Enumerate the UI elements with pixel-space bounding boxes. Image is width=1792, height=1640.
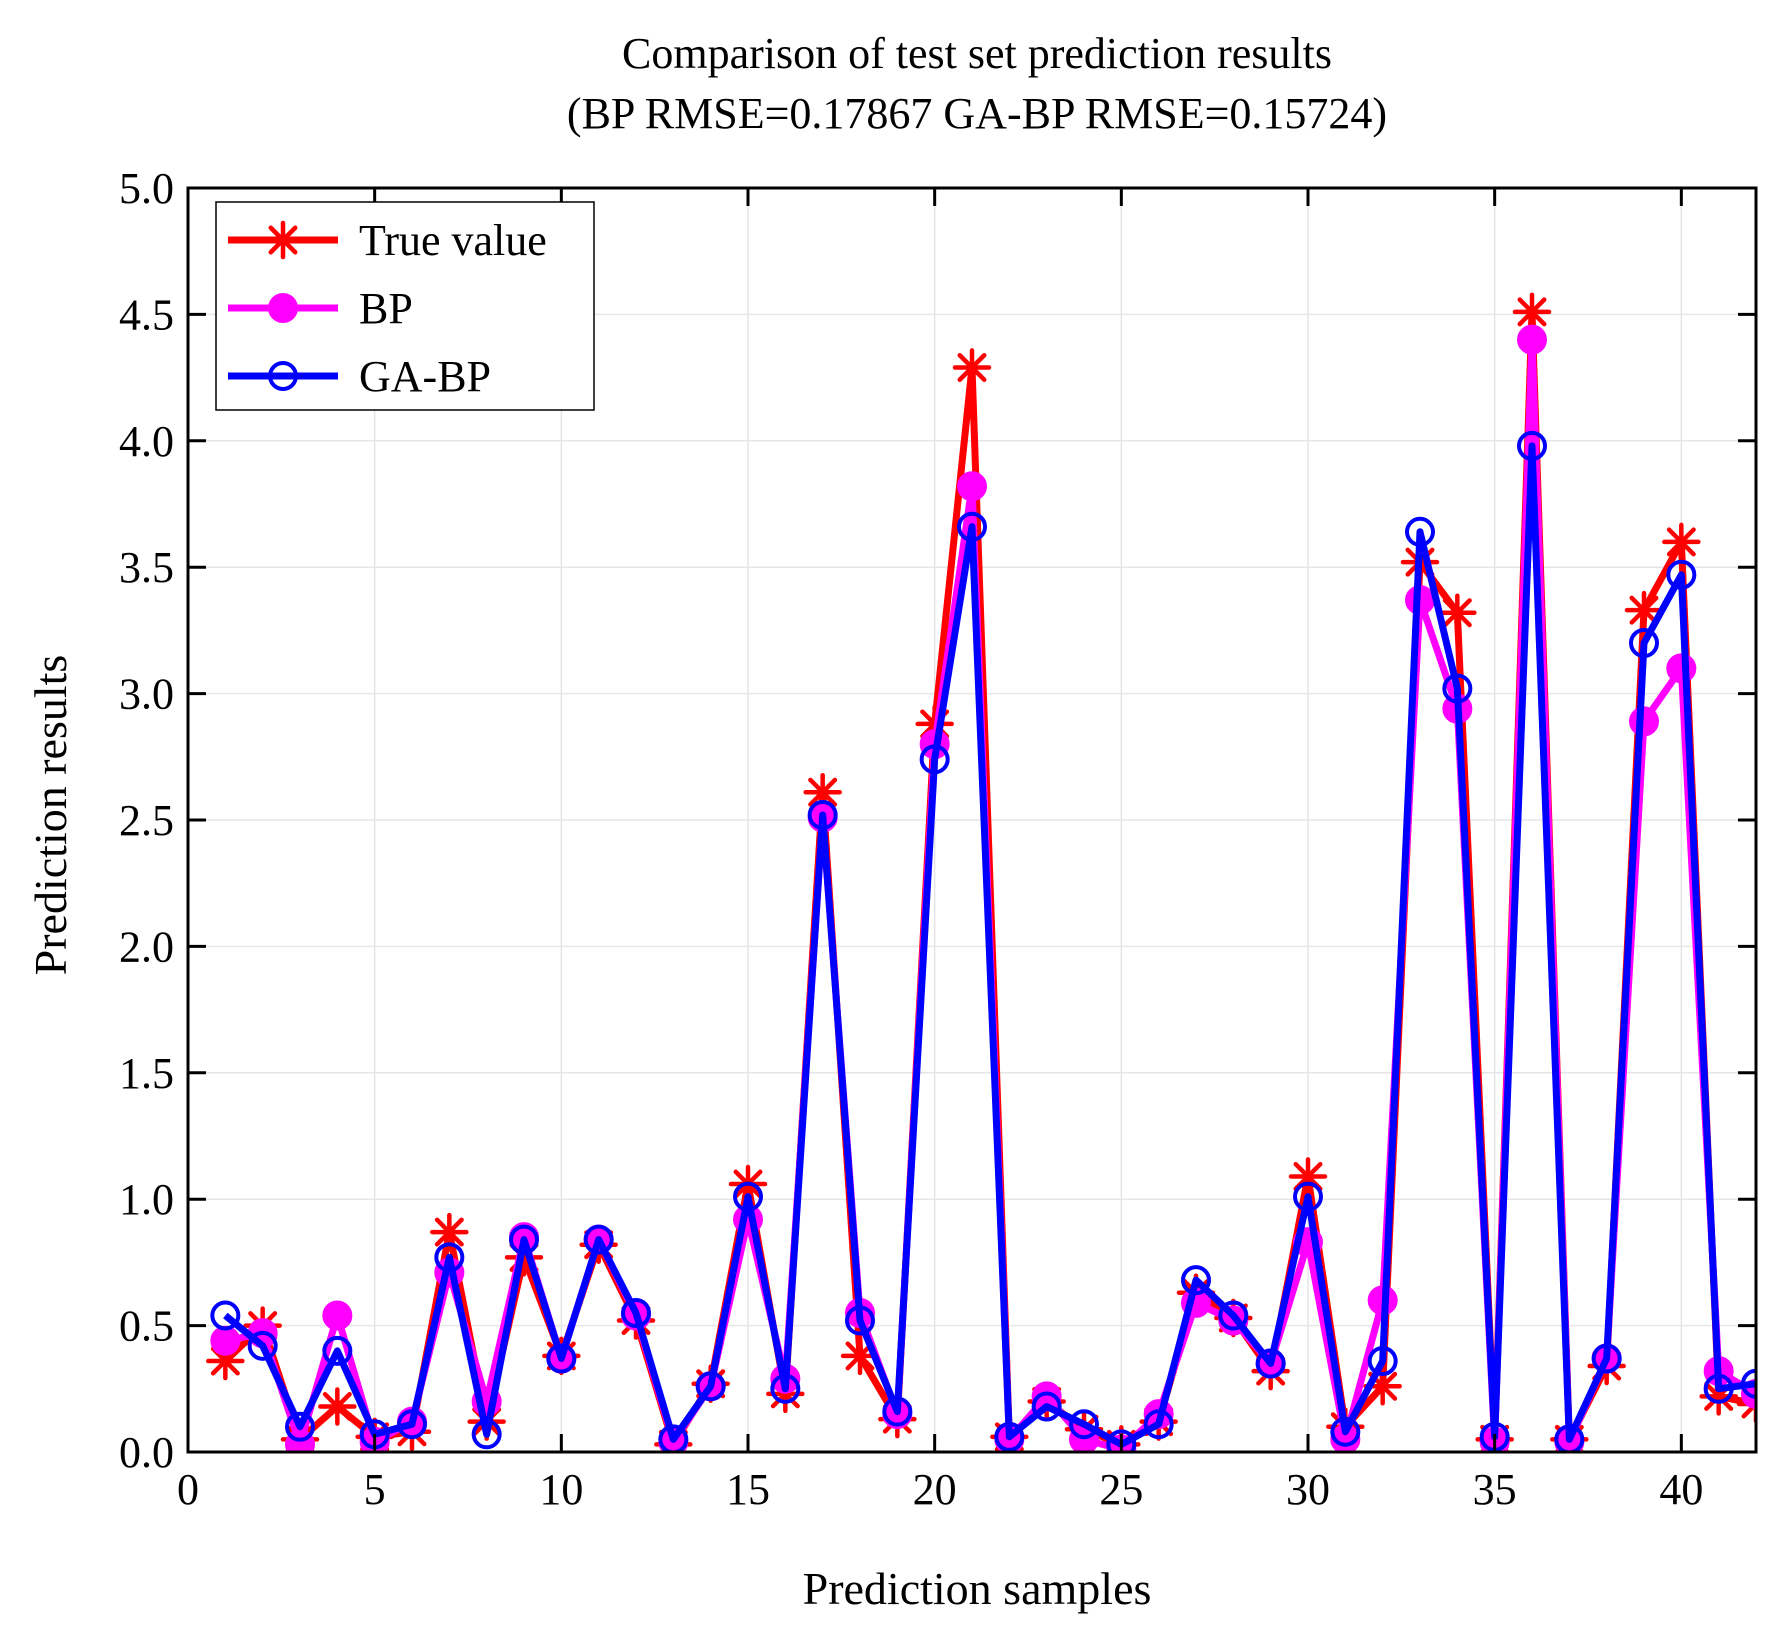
y-tick-label: 5.0 [119, 164, 174, 213]
y-axis-label: Prediction results [25, 655, 76, 976]
data-point-ga-bp [994, 1421, 1025, 1452]
y-tick-label: 3.5 [119, 543, 174, 592]
legend-marker-true-value [263, 220, 303, 260]
x-tick-label: 40 [1659, 1465, 1703, 1514]
data-point-ga-bp [210, 1300, 241, 1331]
data-point-ga-bp [1629, 628, 1659, 659]
y-tick-label: 0.5 [119, 1302, 174, 1351]
data-point-ga-bp [583, 1224, 614, 1255]
grid-lines [188, 188, 1756, 1452]
data-point-ga-bp [1218, 1300, 1249, 1331]
data-point-ga-bp [322, 1335, 353, 1366]
data-point-ga-bp [1181, 1265, 1211, 1296]
y-tick-label: 2.0 [119, 922, 174, 971]
legend-marker-ga-bp [268, 361, 298, 391]
y-tick-label: 1.0 [119, 1175, 174, 1224]
data-point-ga-bp [397, 1409, 427, 1440]
data-point-ga-bp [807, 799, 838, 830]
data-point-ga-bp [1741, 1368, 1756, 1399]
x-tick-label: 5 [364, 1465, 386, 1514]
x-tick-label: 15 [726, 1465, 770, 1514]
data-point-ga-bp [621, 1297, 651, 1328]
data-point-ga-bp [1442, 673, 1473, 704]
x-tick-label: 30 [1286, 1465, 1330, 1514]
y-tick-label: 0.0 [119, 1428, 174, 1477]
data-point-ga-bp [1367, 1345, 1398, 1376]
legend-marker-bp [268, 293, 298, 323]
data-point-bp [957, 471, 987, 502]
data-point-ga-bp [1703, 1373, 1734, 1404]
data-point-ga-bp [1031, 1391, 1062, 1422]
data-point-ga-bp [1591, 1343, 1622, 1374]
x-tick-label: 25 [1099, 1465, 1143, 1514]
data-point-ga-bp [658, 1424, 689, 1452]
chart-title-line1: Comparison of test set prediction result… [622, 29, 1332, 78]
x-tick-label: 0 [177, 1465, 199, 1514]
x-axis-label: Prediction samples [803, 1563, 1152, 1614]
data-point-ga-bp [845, 1305, 875, 1336]
data-point-true-value [1438, 593, 1477, 632]
x-tick-label: 10 [539, 1465, 583, 1514]
data-point-true-value [1662, 522, 1701, 562]
data-point-ga-bp [1554, 1424, 1585, 1452]
data-point-true-value [1624, 590, 1664, 630]
data-point-ga-bp [695, 1371, 726, 1402]
data-point-ga-bp [957, 511, 987, 542]
legend: True value BP GA-BP [215, 201, 595, 411]
data-point-ga-bp [1293, 1181, 1323, 1212]
data-point-ga-bp [1330, 1416, 1361, 1447]
data-point-ga-bp [733, 1181, 763, 1212]
legend-entry-ga-bp: GA-BP [228, 352, 491, 401]
data-point-ga-bp [1405, 516, 1435, 547]
series-layer [206, 292, 1756, 1452]
data-point-ga-bp [1517, 430, 1547, 461]
y-tick-label: 4.0 [119, 417, 174, 466]
data-point-true-value [318, 1387, 357, 1426]
data-point-ga-bp [1069, 1409, 1099, 1440]
data-point-ga-bp [1143, 1409, 1174, 1440]
x-tick-label: 35 [1473, 1465, 1517, 1514]
data-point-ga-bp [247, 1330, 278, 1361]
series-line-ga-bp [223, 442, 1756, 1448]
data-point-ga-bp [1255, 1348, 1286, 1379]
data-point-bp [210, 1325, 241, 1356]
data-point-bp [1517, 324, 1547, 355]
chart-title-line2: (BP RMSE=0.17867 GA-BP RMSE=0.15724) [567, 89, 1387, 138]
y-tick-label: 2.5 [119, 796, 174, 845]
legend-entry-bp: BP [228, 284, 413, 333]
y-tick-label: 1.5 [119, 1049, 174, 1098]
data-point-ga-bp [1106, 1429, 1137, 1452]
axis-ticks: 0 5 10 15 20 25 30 35 40 0.0 0.5 1.0 1.5 2.0 2.5 3.0 3.5… [119, 164, 1756, 1514]
y-tick-label: 3.0 [119, 670, 174, 719]
data-point-bp [322, 1300, 353, 1331]
data-point-true-value [952, 348, 992, 387]
legend-entry-true-value: True value [228, 216, 547, 265]
data-point-bp [1666, 653, 1697, 684]
legend-label-bp: BP [359, 284, 413, 333]
data-point-ga-bp [285, 1411, 315, 1442]
data-point-ga-bp [919, 744, 950, 775]
series-ga-bp [210, 430, 1756, 1452]
data-point-true-value [1512, 292, 1552, 332]
y-tick-label: 4.5 [119, 290, 174, 339]
data-point-ga-bp [882, 1396, 913, 1427]
data-point-ga-bp [509, 1224, 539, 1255]
data-point-ga-bp [434, 1242, 465, 1273]
data-point-bp [1629, 706, 1659, 737]
x-tick-label: 20 [913, 1465, 957, 1514]
data-point-ga-bp [546, 1343, 577, 1374]
legend-label-ga-bp: GA-BP [359, 352, 491, 401]
data-point-ga-bp [471, 1419, 502, 1450]
data-point-ga-bp [1666, 559, 1697, 590]
legend-label-true-value: True value [359, 216, 547, 265]
data-point-ga-bp [770, 1373, 801, 1404]
